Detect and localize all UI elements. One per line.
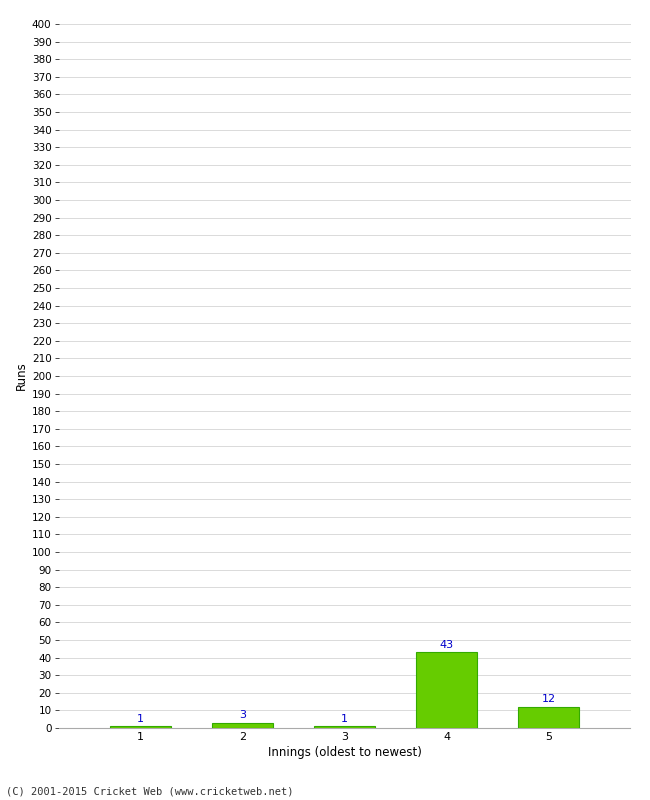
X-axis label: Innings (oldest to newest): Innings (oldest to newest) (268, 746, 421, 759)
Text: (C) 2001-2015 Cricket Web (www.cricketweb.net): (C) 2001-2015 Cricket Web (www.cricketwe… (6, 786, 294, 796)
Bar (416, 652, 477, 728)
Bar (314, 726, 375, 728)
Bar (212, 722, 273, 728)
Bar (518, 707, 579, 728)
Text: 12: 12 (541, 694, 556, 704)
Text: 1: 1 (136, 714, 144, 723)
Y-axis label: Runs: Runs (15, 362, 28, 390)
Text: 3: 3 (239, 710, 246, 720)
Text: 43: 43 (439, 640, 454, 650)
Text: 1: 1 (341, 714, 348, 723)
Bar (110, 726, 171, 728)
